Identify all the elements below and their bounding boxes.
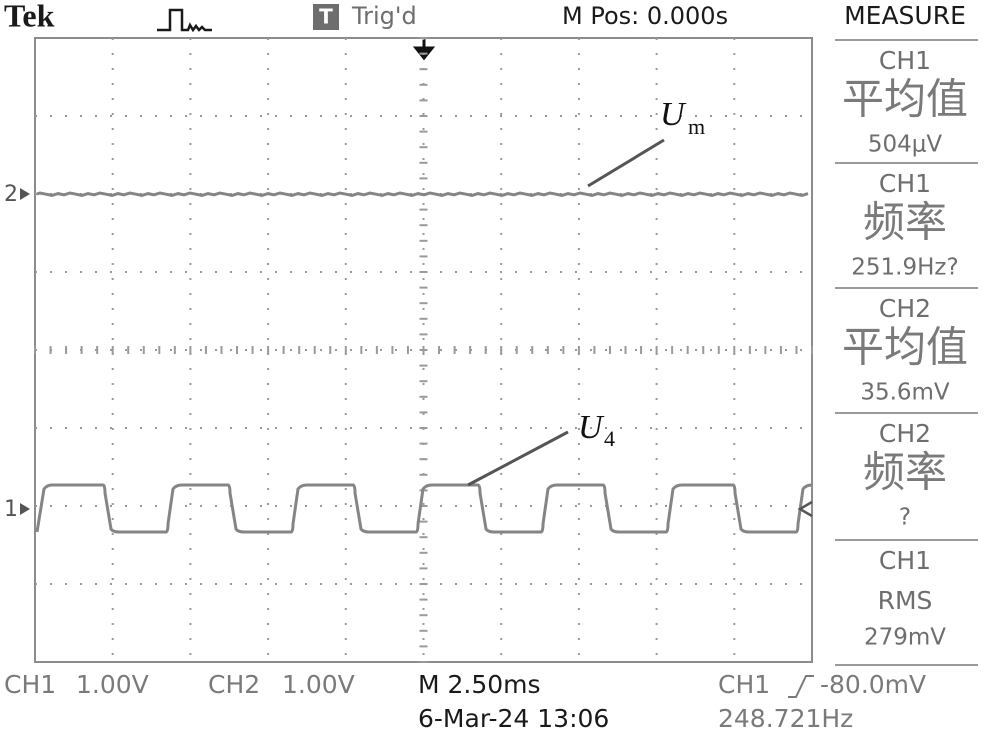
trigger-icon-box: [313, 4, 339, 30]
annotation-symbol: U: [660, 96, 687, 133]
traces: [35, 191, 813, 534]
trigger-frequency: 248.721Hz: [718, 704, 853, 733]
ch1-trace: [35, 483, 813, 534]
brand: Tek: [4, 0, 55, 33]
ch2-marker-arrow: [20, 188, 30, 200]
measure-panel: CH1平均值504μVCH1频率251.9Hz?CH2平均值35.6mVCH2频…: [835, 39, 978, 666]
ch1-marker-arrow: [20, 503, 30, 515]
ch2-scale: 1.00V: [282, 670, 355, 699]
measure-type: 频率: [863, 448, 947, 497]
ch2-marker: 2: [4, 182, 18, 207]
trigger-slope-icon: [788, 675, 814, 698]
measure-value: 35.6mV: [860, 380, 950, 406]
measure-channel: CH1: [879, 169, 931, 198]
measure-value: 279mV: [864, 625, 946, 651]
position: M Pos: 0.000s: [562, 2, 728, 30]
measure-type: 平均值: [842, 75, 968, 124]
measure-value: ?: [899, 505, 911, 531]
trigger-level: -80.0mV: [820, 670, 926, 699]
trigger-status: Trig'd: [351, 2, 417, 30]
measure-channel: CH1: [879, 46, 931, 75]
graticule: [34, 37, 813, 663]
trigger-level-arrow: [797, 500, 813, 518]
annotation-subscript: m: [688, 114, 705, 139]
timebase: M 2.50ms: [418, 670, 541, 699]
measure-type: 频率: [863, 198, 947, 247]
ch1-channel: CH1: [4, 670, 56, 699]
measure-channel: CH2: [879, 294, 931, 323]
annotation-subscript: 4: [604, 426, 615, 451]
menu-title: MEASURE: [844, 1, 966, 30]
annotation-leader: [587, 138, 665, 188]
acquire-icon: [157, 8, 212, 33]
measure-channel: CH2: [879, 419, 931, 448]
ch2-channel: CH2: [208, 670, 260, 699]
date-time: 6-Mar-24 13:06: [418, 704, 609, 733]
trigger-icon: T: [319, 5, 333, 29]
measure-type: RMS: [878, 586, 933, 615]
annotation-symbol: U: [578, 409, 605, 446]
trigger-channel: CH1: [718, 670, 770, 699]
measure-type: 平均值: [842, 323, 968, 372]
measure-value: 504μV: [868, 132, 943, 158]
ch2-trace: [36, 191, 809, 197]
ch1-scale: 1.00V: [76, 670, 149, 699]
measure-channel: CH1: [879, 546, 931, 575]
ch1-marker: 1: [4, 497, 18, 522]
annotation-leader: [467, 430, 569, 487]
measure-value: 251.9Hz?: [851, 255, 958, 281]
